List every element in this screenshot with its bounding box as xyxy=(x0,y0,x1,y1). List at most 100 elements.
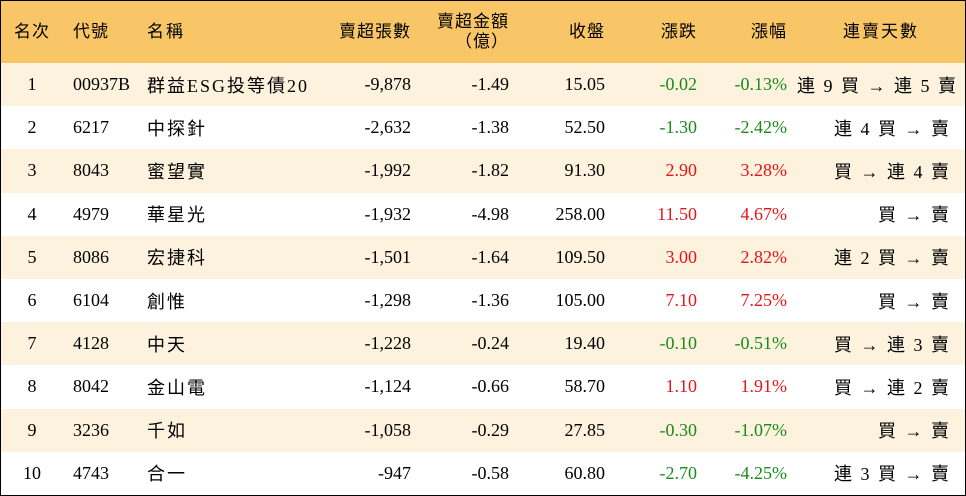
cell-close: 105.00 xyxy=(555,290,606,311)
header-sell-amount-line1: 賣超金額 xyxy=(437,12,509,31)
table-row[interactable]: 7 4128 中天 -1,228 -0.24 19.40 -0.10 -0.51% 買 → 連 … xyxy=(1,322,965,366)
cell-code: 4979 xyxy=(73,203,109,224)
cell-close: 27.85 xyxy=(564,419,606,440)
cell-close: 60.80 xyxy=(564,462,606,483)
cell-sell-amount: -1.49 xyxy=(471,74,510,95)
cell-change: -0.02 xyxy=(659,74,698,95)
cell-name: 合一 xyxy=(147,464,187,485)
cell-change: 11.50 xyxy=(657,203,697,224)
cell-sell-amount: -1.64 xyxy=(471,246,510,267)
cell-days: 連 9 買 → 連 5 賣 xyxy=(797,75,958,96)
cell-sell-amount: -1.36 xyxy=(471,290,510,311)
cell-sell-lots: -1,228 xyxy=(364,333,412,354)
cell-change: -0.10 xyxy=(659,333,698,354)
cell-sell-amount: -1.38 xyxy=(471,117,510,138)
cell-close: 52.50 xyxy=(564,117,606,138)
cell-pct: 4.67% xyxy=(740,203,788,224)
table-row[interactable]: 2 6217 中探針 -2,632 -1.38 52.50 -1.30 -2.42% 連 4 買… xyxy=(1,106,965,150)
header-sell-amount[interactable]: 賣超金額 （億） xyxy=(421,1,519,63)
table-row[interactable]: 4 4979 華星光 -1,932 -4.98 258.00 11.50 4.67% 買 → 賣 xyxy=(1,192,965,236)
cell-change: -1.30 xyxy=(659,117,698,138)
cell-rank: 3 xyxy=(27,160,37,181)
cell-rank: 8 xyxy=(27,376,37,397)
cell-days: 買 → 連 2 賣 xyxy=(834,377,951,398)
cell-sell-lots: -9,878 xyxy=(364,74,412,95)
header-sell-lots[interactable]: 賣超張數 xyxy=(339,22,411,41)
cell-name: 蜜望實 xyxy=(147,161,207,182)
cell-close: 109.50 xyxy=(555,246,606,267)
table-row[interactable]: 5 8086 宏捷科 -1,501 -1.64 109.50 3.00 2.82% 連 2 買 … xyxy=(1,235,965,279)
cell-pct: 3.28% xyxy=(740,160,788,181)
cell-days: 買 → 賣 xyxy=(878,291,951,312)
cell-days: 連 2 買 → 賣 xyxy=(834,248,951,269)
cell-code: 8042 xyxy=(73,376,109,397)
cell-sell-lots: -1,124 xyxy=(364,376,412,397)
table-row[interactable]: 9 3236 千如 -1,058 -0.29 27.85 -0.30 -1.07% 買 → 賣 xyxy=(1,408,965,452)
table-row[interactable]: 1 00937B 群益ESG投等債20 -9,878 -1.49 15.05 -0.02 -0… xyxy=(1,63,965,107)
cell-days: 買 → 賣 xyxy=(878,421,951,442)
cell-name: 群益ESG投等債20 xyxy=(147,75,310,96)
cell-sell-amount: -0.29 xyxy=(471,419,510,440)
cell-close: 258.00 xyxy=(555,203,606,224)
cell-code: 4743 xyxy=(73,462,109,483)
cell-days: 連 4 買 → 賣 xyxy=(834,118,951,139)
cell-sell-lots: -1,992 xyxy=(364,160,412,181)
cell-pct: -4.25% xyxy=(734,462,788,483)
header-code[interactable]: 代號 xyxy=(73,22,109,41)
cell-sell-lots: -1,058 xyxy=(364,419,412,440)
cell-pct: 7.25% xyxy=(740,290,788,311)
cell-sell-amount: -0.66 xyxy=(471,376,510,397)
cell-rank: 7 xyxy=(27,333,37,354)
cell-sell-amount: -4.98 xyxy=(471,203,510,224)
header-close[interactable]: 收盤 xyxy=(569,22,605,41)
cell-code: 6104 xyxy=(73,290,109,311)
cell-code: 4128 xyxy=(73,333,109,354)
cell-name: 創惟 xyxy=(147,291,187,312)
cell-change: 3.00 xyxy=(665,246,698,267)
cell-rank: 1 xyxy=(27,74,37,95)
header-sell-amount-line2: （億） xyxy=(455,32,509,51)
cell-close: 15.05 xyxy=(564,74,606,95)
cell-pct: -2.42% xyxy=(734,117,788,138)
table-row[interactable]: 10 4743 合一 -947 -0.58 60.80 -2.70 -4.25% 連 3 買 →… xyxy=(1,451,965,495)
cell-sell-lots: -1,298 xyxy=(364,290,412,311)
cell-rank: 5 xyxy=(27,246,37,267)
table-row[interactable]: 8 8042 金山電 -1,124 -0.66 58.70 1.10 1.91% 買 → 連 2… xyxy=(1,365,965,409)
cell-sell-lots: -1,501 xyxy=(364,246,412,267)
header-pct[interactable]: 漲幅 xyxy=(751,22,787,41)
cell-code: 3236 xyxy=(73,419,109,440)
cell-rank: 4 xyxy=(27,203,37,224)
cell-sell-amount: -0.58 xyxy=(471,462,510,483)
cell-change: -2.70 xyxy=(659,462,698,483)
cell-pct: -0.51% xyxy=(734,333,788,354)
cell-days: 連 3 買 → 賣 xyxy=(834,464,951,485)
table-row[interactable]: 6 6104 創惟 -1,298 -1.36 105.00 7.10 7.25% 買 → 賣 xyxy=(1,278,965,323)
header-days[interactable]: 連賣天數 xyxy=(843,22,919,41)
cell-sell-lots: -2,632 xyxy=(364,117,412,138)
cell-pct: -0.13% xyxy=(734,74,788,95)
cell-code: 8043 xyxy=(73,160,109,181)
cell-days: 買 → 連 3 賣 xyxy=(834,334,951,355)
table-body: 1 00937B 群益ESG投等債20 -9,878 -1.49 15.05 -0.02 -0… xyxy=(1,63,965,495)
cell-pct: -1.07% xyxy=(734,419,788,440)
header-rank[interactable]: 名次 xyxy=(14,22,50,41)
cell-rank: 9 xyxy=(27,419,37,440)
cell-name: 中探針 xyxy=(147,118,207,139)
cell-change: -0.30 xyxy=(659,419,698,440)
cell-name: 千如 xyxy=(147,421,187,442)
table-row[interactable]: 3 8043 蜜望實 -1,992 -1.82 91.30 2.90 3.28% 買 → 連 4… xyxy=(1,149,965,193)
cell-close: 58.70 xyxy=(564,376,606,397)
cell-rank: 10 xyxy=(23,462,41,483)
cell-sell-lots: -947 xyxy=(378,462,411,483)
cell-close: 91.30 xyxy=(564,160,606,181)
cell-rank: 2 xyxy=(27,117,37,138)
table-header-row: 名次 代號 名稱 賣超張數 賣超金額 （億） 收盤 漲跌 漲幅 連賣天數 xyxy=(1,1,965,63)
cell-sell-lots: -1,932 xyxy=(364,203,412,224)
cell-close: 19.40 xyxy=(564,333,606,354)
cell-days: 買 → 賣 xyxy=(878,205,951,226)
cell-pct: 1.91% xyxy=(740,376,788,397)
header-name[interactable]: 名稱 xyxy=(147,22,185,41)
header-change[interactable]: 漲跌 xyxy=(661,22,697,41)
